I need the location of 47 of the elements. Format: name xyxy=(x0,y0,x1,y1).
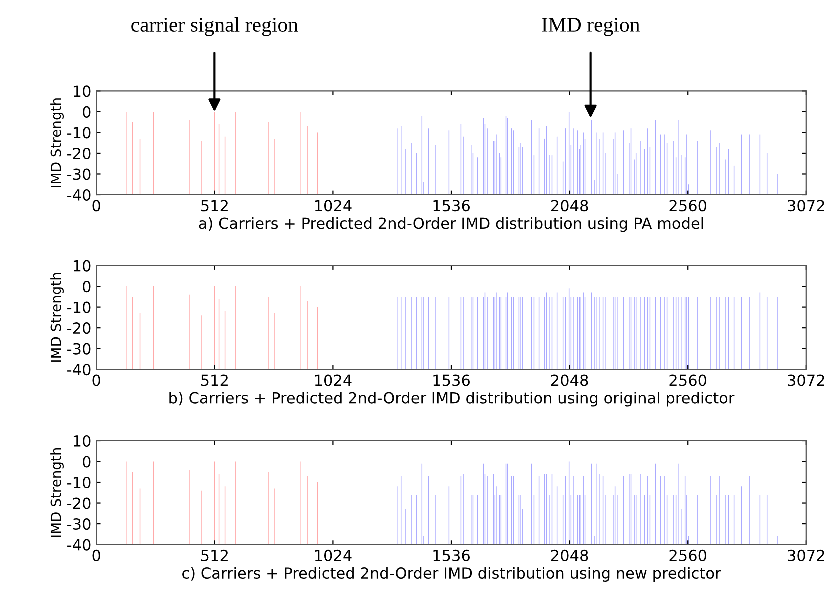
x-tick-label: 3072 xyxy=(788,550,824,562)
y-tick-label: -40 xyxy=(68,364,91,376)
x-tick-label: 1024 xyxy=(315,550,352,562)
y-tick-label: -10 xyxy=(68,302,91,314)
x-tick-label: 1024 xyxy=(315,374,352,386)
y-tick-label: -10 xyxy=(68,127,91,139)
y-axis-title: IMD Strength xyxy=(50,273,64,362)
y-tick-label: 0 xyxy=(83,106,91,118)
y-tick-label: -10 xyxy=(68,476,91,489)
x-tick-label: 0 xyxy=(92,200,100,212)
y-tick-label: -20 xyxy=(68,322,91,334)
y-tick-label: -30 xyxy=(68,343,91,355)
x-tick-label: 2048 xyxy=(551,550,588,562)
y-tick-label: 0 xyxy=(83,281,91,293)
x-tick-label: 2048 xyxy=(551,200,588,212)
y-tick-label: -40 xyxy=(68,189,91,202)
x-tick-label: 0 xyxy=(92,374,100,386)
y-tick-label: -30 xyxy=(68,518,91,530)
x-axis-title: c) Carriers + Predicted 2nd-Order IMD distribution using new predictor xyxy=(182,567,722,582)
x-tick-label: 2560 xyxy=(670,374,707,386)
y-tick-label: 10 xyxy=(74,260,91,272)
x-tick-label: 2560 xyxy=(670,200,707,212)
x-tick-label: 1536 xyxy=(434,550,470,562)
y-tick-label: -40 xyxy=(68,539,91,551)
y-tick-label: 10 xyxy=(74,86,91,98)
y-tick-label: -20 xyxy=(68,148,91,160)
x-tick-label: 3072 xyxy=(788,200,824,212)
x-tick-label: 3072 xyxy=(788,374,824,386)
y-tick-label: 0 xyxy=(83,456,91,468)
x-tick-label: 512 xyxy=(202,200,228,212)
x-axis-title: b) Carriers + Predicted 2nd-Order IMD distribution using original predictor xyxy=(170,392,735,407)
x-tick-label: 2048 xyxy=(551,374,588,386)
x-tick-label: 512 xyxy=(202,550,228,562)
x-tick-label: 2560 xyxy=(670,550,707,562)
x-tick-label: 1024 xyxy=(315,200,352,212)
y-axis-title: IMD Strength xyxy=(50,448,64,538)
annotation: IMD region xyxy=(542,18,640,36)
x-axis-title: a) Carriers + Predicted 2nd-Order IMD distribution using PA model xyxy=(199,217,704,232)
y-tick-label: 10 xyxy=(74,435,91,448)
x-tick-label: 1536 xyxy=(434,374,470,386)
x-tick-label: 512 xyxy=(202,374,228,386)
annotation: carrier signal region xyxy=(132,17,298,36)
y-axis-title: IMD Strength xyxy=(50,98,64,188)
x-tick-label: 0 xyxy=(92,550,100,562)
x-tick-label: 1536 xyxy=(434,200,470,212)
y-tick-label: -20 xyxy=(68,498,91,510)
y-tick-label: -30 xyxy=(68,168,91,180)
